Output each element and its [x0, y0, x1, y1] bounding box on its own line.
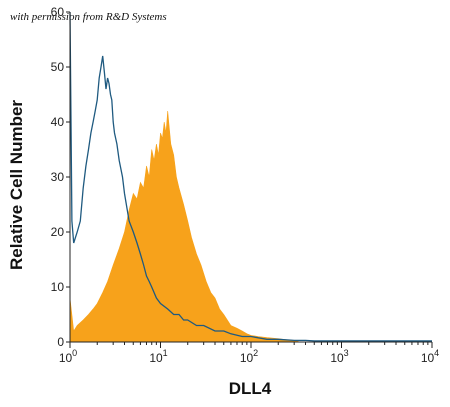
- x-tick-base: 10: [149, 351, 163, 365]
- series-0-area: [69, 110, 301, 343]
- y-tick-label: 20: [51, 225, 65, 239]
- x-axis-ticks: 100 101 102 103 104: [59, 342, 439, 365]
- y-tick-label: 40: [51, 115, 65, 129]
- x-tick-label: 104: [421, 348, 439, 365]
- y-tick-label: 30: [51, 170, 65, 184]
- x-tick-label: 101: [149, 348, 167, 365]
- x-tick-exponent: 0: [72, 348, 77, 358]
- watermark-text: with permission from R&D Systems: [10, 11, 167, 23]
- y-tick-label: 50: [51, 60, 65, 74]
- x-tick-base: 10: [421, 351, 435, 365]
- series-1-line: [69, 11, 432, 342]
- y-axis-ticks: 0 10 20 30 40 50 60: [51, 5, 70, 349]
- y-tick-label: 10: [51, 280, 65, 294]
- y-tick-label: 0: [57, 335, 64, 349]
- x-tick-base: 10: [59, 351, 73, 365]
- x-tick-base: 10: [330, 351, 344, 365]
- x-tick-exponent: 2: [253, 348, 258, 358]
- x-tick-label: 100: [59, 348, 77, 365]
- y-axis-label: Relative Cell Number: [7, 100, 26, 270]
- x-tick-exponent: 1: [163, 348, 168, 358]
- x-axis-label: DLL4: [229, 379, 272, 398]
- plot-area: [69, 11, 432, 343]
- x-tick-exponent: 3: [344, 348, 349, 358]
- x-tick-label: 103: [330, 348, 348, 365]
- x-tick-exponent: 4: [434, 348, 439, 358]
- y-tick-label: 60: [51, 5, 65, 19]
- x-tick-base: 10: [240, 351, 254, 365]
- x-tick-label: 102: [240, 348, 258, 365]
